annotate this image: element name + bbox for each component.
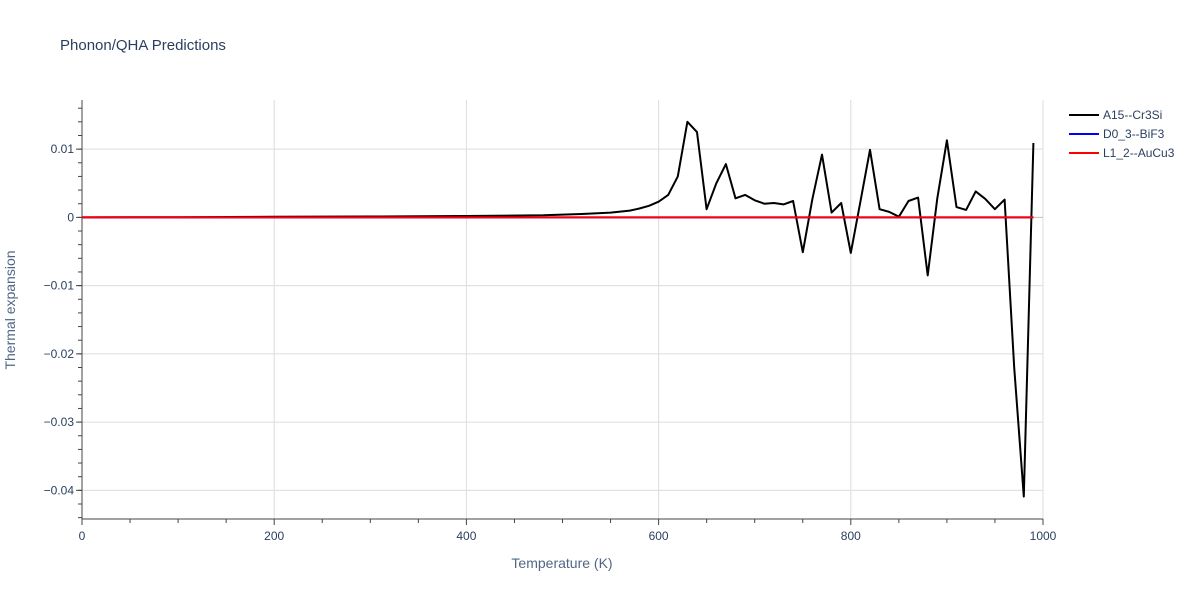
y-tick-label: 0.01: [51, 142, 75, 156]
x-tick-label: 200: [264, 529, 284, 543]
legend[interactable]: A15--Cr3Si D0_3--BiF3 L1_2--AuCu3: [1069, 108, 1175, 160]
x-axis-title: Temperature (K): [511, 555, 612, 571]
legend-item-l1-2-aucu3[interactable]: L1_2--AuCu3: [1069, 146, 1175, 160]
y-tick-label: −0.04: [44, 483, 75, 497]
legend-item-a15-cr3si[interactable]: A15--Cr3Si: [1069, 108, 1162, 122]
legend-label: D0_3--BiF3: [1103, 127, 1165, 141]
x-tick-label: 400: [456, 529, 476, 543]
y-tick-label: 0: [67, 210, 74, 224]
legend-item-d0-3-bif3[interactable]: D0_3--BiF3: [1069, 127, 1165, 141]
y-tick-label: −0.03: [44, 415, 75, 429]
x-tick-label: 600: [649, 529, 669, 543]
y-axis-title: Thermal expansion: [2, 250, 18, 369]
x-tick-label: 1000: [1030, 529, 1057, 543]
series-layer: [81, 120, 1035, 498]
y-tick-label: −0.01: [44, 279, 75, 293]
series-line-a15-cr3si: [81, 120, 1035, 498]
grid-layer: [82, 100, 1044, 519]
legend-label: L1_2--AuCu3: [1103, 146, 1175, 160]
chart-title: Phonon/QHA Predictions: [60, 37, 226, 54]
y-tick-label: −0.02: [44, 347, 75, 361]
axis-layer: 0 200 400 600 800 1000 0.01 0 −0.01 −0.02 −0.03 −0.…: [44, 100, 1057, 543]
x-tick-label: 0: [79, 529, 86, 543]
x-tick-label: 800: [841, 529, 861, 543]
legend-label: A15--Cr3Si: [1103, 108, 1162, 122]
